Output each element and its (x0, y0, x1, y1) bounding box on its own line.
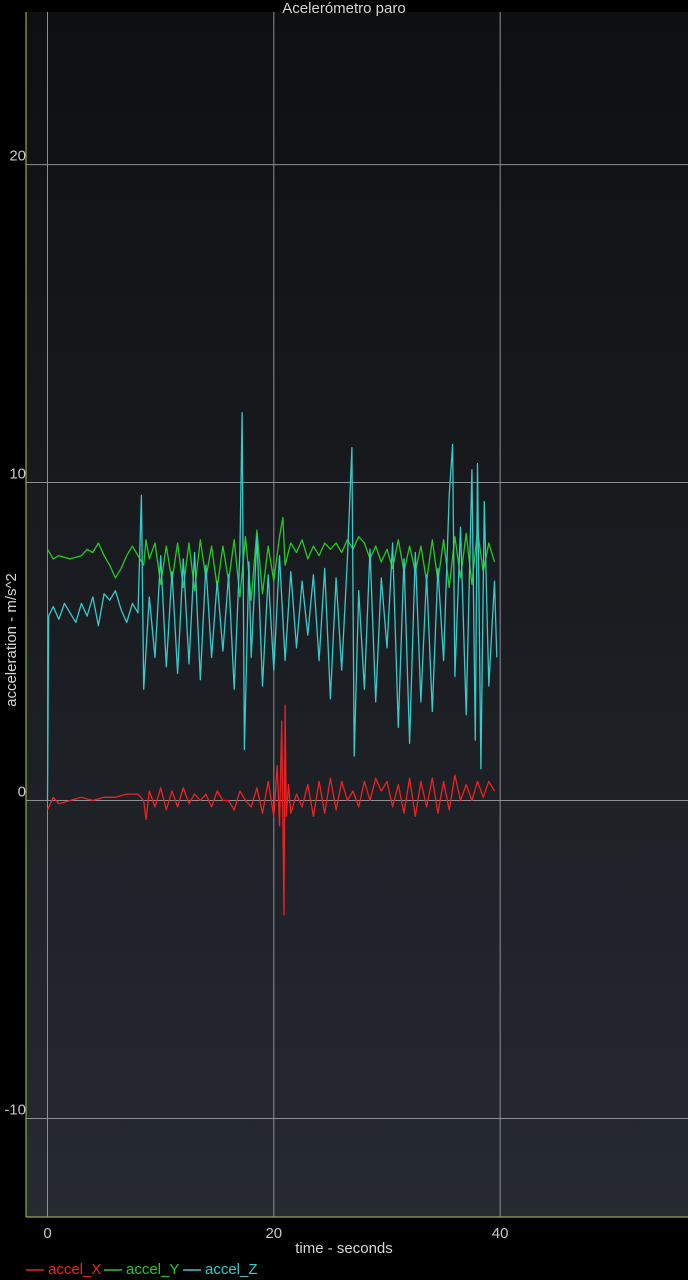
series-line-accel-x (46, 704, 496, 916)
y-tick-label--10: -10 (4, 1101, 26, 1118)
legend: accel_X accel_Y accel_Z (26, 1261, 258, 1278)
x-tick-labels: 0 20 40 (43, 1225, 508, 1242)
x-axis-label: time - seconds (295, 1240, 393, 1257)
x-tick-label-40: 40 (492, 1225, 509, 1242)
chart-title: Acelerómetro paro (282, 0, 405, 17)
series-line-accel-z (46, 411, 498, 801)
plot-area (26, 12, 688, 1217)
y-tick-label-0: 0 (18, 783, 26, 800)
legend-label-accel-y: accel_Y (126, 1261, 179, 1278)
y-tick-labels: -10 0 10 20 (4, 148, 26, 1119)
legend-label-accel-x: accel_X (48, 1261, 101, 1278)
y-tick-label-20: 20 (9, 148, 26, 165)
series-lines (46, 411, 498, 916)
x-tick-label-20: 20 (265, 1225, 282, 1242)
series-line-accel-y (46, 516, 496, 601)
y-axis-label: acceleration - m/s^2 (3, 573, 20, 707)
x-tick-label-0: 0 (43, 1225, 51, 1242)
legend-label-accel-z: accel_Z (205, 1261, 258, 1278)
y-tick-label-10: 10 (9, 466, 26, 483)
